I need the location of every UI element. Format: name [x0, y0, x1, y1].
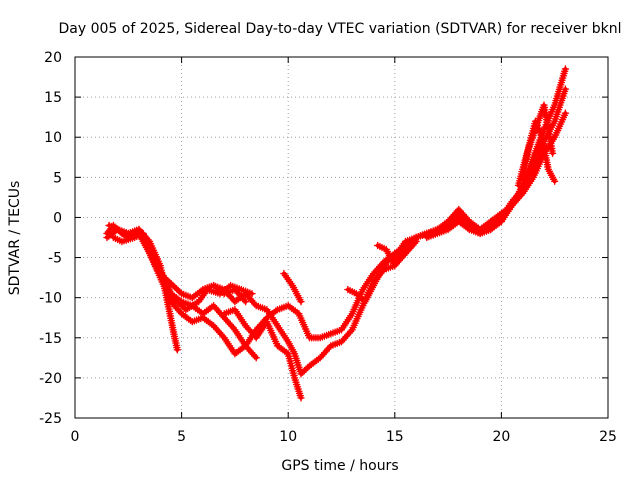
y-tick-label: -15: [39, 331, 62, 347]
y-tick-label: -10: [39, 291, 62, 307]
chart-title: Day 005 of 2025, Sidereal Day-to-day VTE…: [59, 21, 622, 37]
y-tick-label: 0: [53, 210, 62, 226]
y-tick-label: 5: [53, 170, 62, 186]
y-tick-label: 15: [44, 90, 62, 106]
y-tick-label: -5: [48, 251, 62, 267]
plot-frame: [74, 56, 609, 419]
x-tick-label: 20: [492, 429, 510, 445]
data-series: [113, 225, 399, 358]
y-tick-labels: -25 -20 -15 -10 -5 0 5 10 15 20: [39, 50, 62, 427]
x-tick-labels: 0 5 10 15 20 25: [71, 429, 617, 445]
series-markers: [220, 306, 305, 402]
grid-lines: [75, 57, 608, 418]
x-axis-label: GPS time / hours: [281, 458, 398, 474]
x-tick-label: 15: [386, 429, 404, 445]
y-tick-label: -20: [39, 371, 62, 387]
y-axis-label: SDTVAR / TECUs: [7, 181, 23, 296]
data-series-group: [103, 65, 570, 402]
y-tick-label: -25: [39, 411, 62, 427]
data-series: [519, 117, 559, 185]
x-tick-label: 25: [599, 429, 617, 445]
data-series: [220, 306, 305, 402]
data-series: [280, 269, 305, 306]
x-tick-label: 0: [71, 429, 80, 445]
x-tick-label: 10: [279, 429, 297, 445]
series-markers: [280, 269, 305, 306]
x-tick-label: 5: [177, 429, 186, 445]
y-tick-label: 20: [44, 50, 62, 66]
axis-ticks: [74, 56, 609, 419]
series-markers: [113, 225, 399, 358]
series-markers: [519, 117, 559, 185]
y-tick-label: 10: [44, 130, 62, 146]
